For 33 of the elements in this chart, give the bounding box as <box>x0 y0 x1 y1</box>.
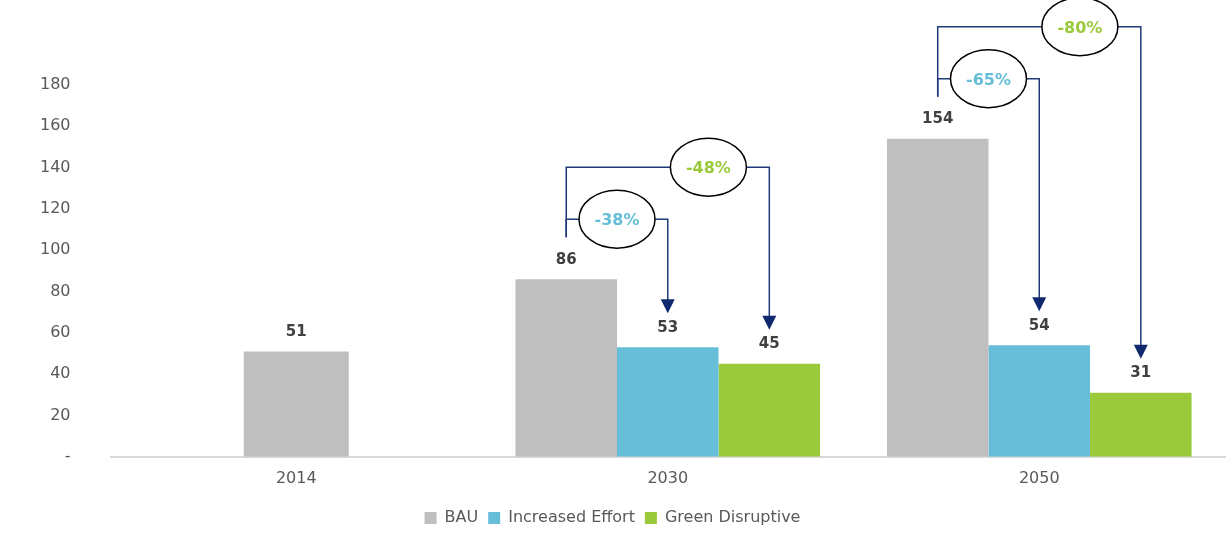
bar <box>1090 392 1192 457</box>
legend-label: Green Disruptive <box>664 507 801 527</box>
annotation: -38% <box>594 210 640 230</box>
text: -80% <box>1057 17 1103 37</box>
y-tick-label: 20 <box>50 404 71 424</box>
legend-label: BAU <box>444 507 479 527</box>
data-label: 31 <box>1130 363 1152 382</box>
bar <box>617 347 719 457</box>
y-tick-label: 140 <box>39 156 71 176</box>
data-label: 86 <box>555 249 577 268</box>
x-tick-label: 2050 <box>1018 467 1060 487</box>
x-tick-label: 2014 <box>275 467 317 487</box>
bar <box>886 138 989 457</box>
y-tick-label: 180 <box>39 74 71 94</box>
y-tick-label: 80 <box>50 280 71 300</box>
y-tick-label: 120 <box>39 198 71 218</box>
legend-label: Increased Effort <box>508 507 635 527</box>
bar <box>515 279 617 457</box>
data-label: 54 <box>1028 315 1050 334</box>
y-tick-label: - <box>64 445 71 465</box>
y-tick-label: 60 <box>50 322 71 342</box>
annotation: -48% <box>685 158 731 178</box>
bar <box>988 345 1091 457</box>
bar <box>718 363 821 457</box>
y-tick-label: 100 <box>39 239 71 259</box>
data-label: 51 <box>285 321 307 340</box>
data-label: 53 <box>657 317 679 336</box>
y-tick-label: 40 <box>50 363 71 383</box>
data-label: 154 <box>922 109 954 128</box>
data-label: 45 <box>758 334 780 353</box>
y-tick-label: 160 <box>39 115 71 135</box>
x-tick-label: 2030 <box>647 467 689 487</box>
annotation: -65% <box>966 69 1011 89</box>
